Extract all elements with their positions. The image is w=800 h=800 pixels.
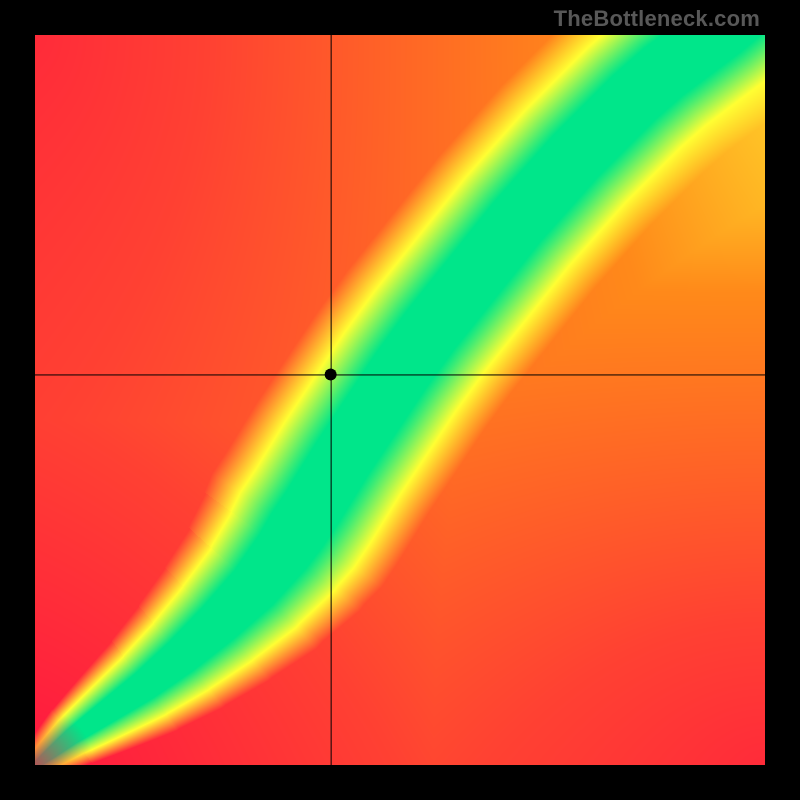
heatmap-canvas: [0, 0, 800, 800]
watermark-text: TheBottleneck.com: [554, 6, 760, 32]
chart-container: TheBottleneck.com: [0, 0, 800, 800]
